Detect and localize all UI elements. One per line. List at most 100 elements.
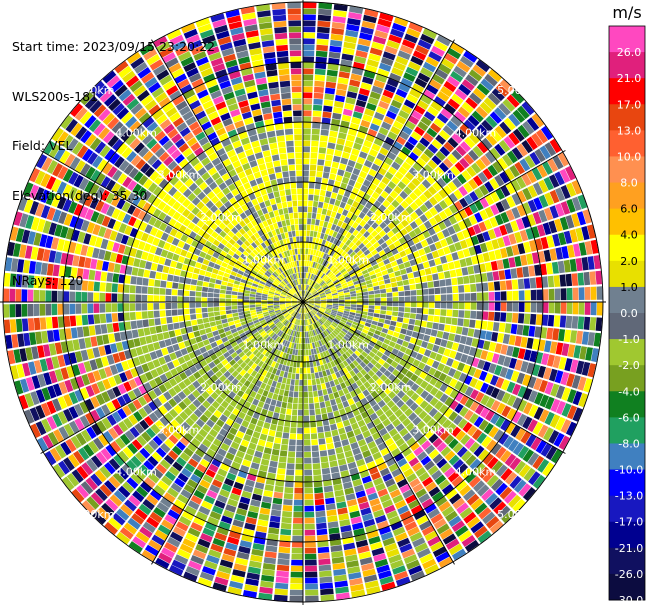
velocity-gate: [333, 574, 347, 582]
velocity-gate: [303, 421, 310, 428]
ray: [61, 302, 303, 491]
velocity-gate: [367, 287, 374, 292]
velocity-gate: [492, 322, 500, 332]
velocity-gate: [447, 367, 457, 377]
velocity-gate: [473, 368, 482, 379]
velocity-gate: [282, 377, 287, 384]
velocity-gate: [263, 287, 270, 291]
velocity-gate: [523, 241, 532, 253]
velocity-gate: [339, 278, 346, 283]
velocity-gate: [436, 458, 448, 469]
velocity-gate: [148, 379, 158, 389]
velocity-gate: [471, 429, 483, 441]
velocity-gate: [378, 100, 390, 110]
velocity-gate: [221, 281, 228, 286]
velocity-gate: [307, 293, 312, 298]
velocity-gate: [442, 331, 450, 340]
velocity-gate: [304, 535, 316, 542]
velocity-gate: [438, 272, 445, 280]
velocity-gate: [83, 444, 95, 457]
velocity-gate: [60, 226, 69, 239]
velocity-gate: [345, 239, 352, 246]
velocity-gate: [386, 306, 393, 311]
velocity-gate: [373, 79, 386, 89]
ray: [303, 302, 366, 598]
velocity-gate: [328, 417, 336, 425]
velocity-gate: [25, 215, 35, 229]
velocity-gate: [488, 363, 497, 374]
velocity-gate: [374, 305, 381, 310]
velocity-gate: [488, 250, 496, 261]
velocity-gate: [244, 522, 256, 531]
velocity-gate: [293, 511, 303, 518]
ray: [44, 302, 303, 466]
velocity-gate: [322, 315, 328, 320]
velocity-gate: [454, 88, 468, 101]
velocity-gate: [356, 44, 370, 53]
velocity-gate: [247, 511, 259, 519]
velocity-gate: [508, 257, 516, 268]
velocity-gate: [394, 473, 405, 483]
velocity-gate: [422, 288, 429, 295]
velocity-gate: [479, 184, 489, 196]
velocity-gate: [346, 365, 353, 372]
velocity-gate: [314, 183, 321, 190]
velocity-gate: [458, 293, 465, 301]
velocity-gate: [189, 260, 197, 267]
velocity-gate: [434, 400, 444, 411]
velocity-gate: [220, 285, 227, 290]
velocity-gate: [370, 541, 383, 551]
velocity-gate: [338, 248, 344, 256]
velocity-gate: [452, 285, 459, 294]
velocity-gate: [310, 146, 319, 153]
velocity-gate: [167, 487, 179, 498]
velocity-gate: [529, 240, 537, 252]
velocity-gate: [564, 329, 572, 343]
velocity-gate: [451, 548, 467, 561]
velocity-gate: [489, 216, 499, 228]
velocity-gate: [555, 416, 566, 431]
velocity-gate: [206, 332, 214, 339]
velocity-gate: [165, 303, 172, 310]
velocity-gate: [354, 105, 365, 114]
velocity-gate: [380, 306, 387, 311]
velocity-gate: [337, 132, 347, 140]
velocity-gate: [308, 299, 315, 301]
velocity-gate: [350, 296, 357, 300]
velocity-gate: [383, 395, 391, 404]
velocity-gate: [517, 399, 528, 412]
velocity-gate: [239, 377, 247, 385]
velocity-gate: [441, 483, 454, 495]
velocity-gate: [512, 313, 519, 323]
velocity-gate: [345, 392, 352, 400]
velocity-gate: [365, 263, 372, 269]
velocity-gate: [454, 334, 461, 343]
velocity-gate: [256, 476, 266, 484]
velocity-gate: [517, 385, 527, 398]
velocity-gate: [509, 165, 520, 178]
velocity-gate: [315, 347, 320, 354]
velocity-gate: [327, 281, 333, 286]
velocity-gate: [212, 268, 219, 275]
velocity-gate: [254, 342, 261, 349]
velocity-gate: [377, 195, 386, 204]
velocity-gate: [98, 249, 106, 260]
velocity-gate: [332, 231, 338, 238]
velocity-gate: [287, 402, 293, 409]
velocity-gate: [278, 552, 290, 560]
velocity-gate: [245, 428, 254, 436]
velocity-gate: [370, 471, 381, 481]
ray: [303, 209, 592, 302]
velocity-gate: [273, 334, 279, 341]
velocity-gate: [340, 470, 350, 478]
velocity-gate: [229, 493, 240, 502]
velocity-gate: [368, 270, 376, 276]
velocity-gate: [532, 455, 545, 470]
velocity-gate: [70, 267, 78, 279]
velocity-gate: [316, 528, 328, 536]
velocity-gate: [174, 415, 185, 425]
velocity-gate: [565, 166, 576, 181]
velocity-gate: [387, 222, 396, 230]
velocity-gate: [172, 359, 180, 368]
velocity-gate: [178, 381, 187, 390]
